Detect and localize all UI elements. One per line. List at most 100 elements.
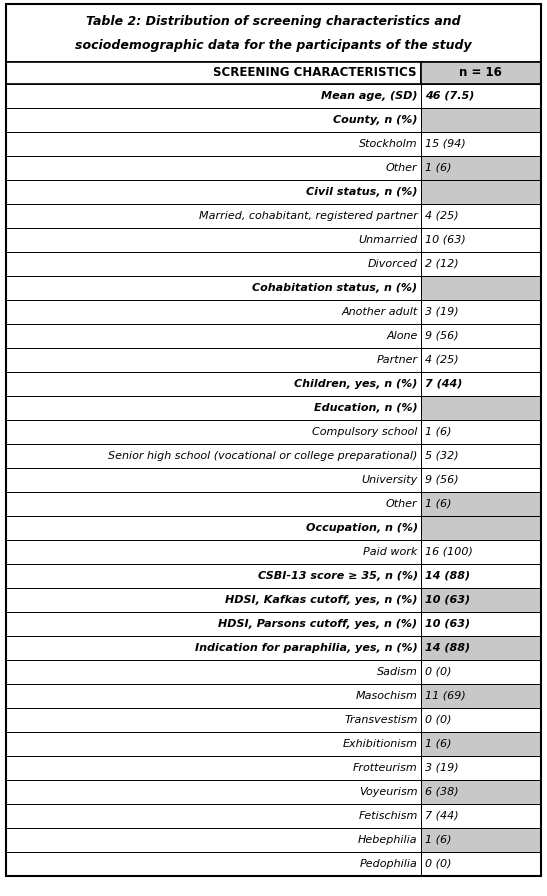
Bar: [421, 516, 541, 540]
Bar: [421, 84, 541, 108]
Bar: [6, 732, 421, 756]
Text: sociodemographic data for the participants of the study: sociodemographic data for the participan…: [75, 39, 472, 52]
Bar: [421, 62, 541, 84]
Text: HDSI, Kafkas cutoff, yes, n (%): HDSI, Kafkas cutoff, yes, n (%): [225, 595, 417, 605]
Text: University: University: [362, 475, 417, 485]
Bar: [421, 732, 541, 756]
Bar: [421, 564, 541, 588]
Bar: [421, 612, 541, 636]
Bar: [6, 780, 421, 804]
Text: Education, n (%): Education, n (%): [314, 403, 417, 413]
Text: Divorced: Divorced: [368, 259, 417, 269]
Bar: [421, 492, 541, 516]
Bar: [421, 684, 541, 708]
Text: 9 (56): 9 (56): [424, 475, 458, 485]
Bar: [421, 804, 541, 828]
Bar: [6, 612, 421, 636]
Text: Occupation, n (%): Occupation, n (%): [306, 523, 417, 533]
Bar: [421, 300, 541, 324]
Text: Sadism: Sadism: [377, 667, 417, 677]
Bar: [6, 684, 421, 708]
Text: 7 (44): 7 (44): [424, 811, 458, 821]
Text: 9 (56): 9 (56): [424, 331, 458, 341]
Text: Stockholm: Stockholm: [359, 139, 417, 149]
Text: 10 (63): 10 (63): [424, 235, 465, 245]
Bar: [6, 444, 421, 468]
Bar: [421, 780, 541, 804]
Bar: [421, 708, 541, 732]
Bar: [6, 756, 421, 780]
Bar: [421, 180, 541, 204]
Text: Civil status, n (%): Civil status, n (%): [306, 187, 417, 197]
Bar: [6, 396, 421, 420]
Bar: [421, 852, 541, 876]
Text: Frotteurism: Frotteurism: [353, 763, 417, 773]
Text: 0 (0): 0 (0): [424, 667, 451, 677]
Text: 46 (7.5): 46 (7.5): [424, 91, 474, 101]
Bar: [421, 540, 541, 564]
Text: HDSI, Parsons cutoff, yes, n (%): HDSI, Parsons cutoff, yes, n (%): [218, 619, 417, 629]
Text: 3 (19): 3 (19): [424, 763, 458, 773]
Text: 1 (6): 1 (6): [424, 499, 451, 509]
Text: Exhibitionism: Exhibitionism: [342, 739, 417, 749]
Text: Transvestism: Transvestism: [344, 715, 417, 725]
Text: 10 (63): 10 (63): [424, 595, 470, 605]
Text: Indication for paraphilia, yes, n (%): Indication for paraphilia, yes, n (%): [195, 643, 417, 653]
Text: 0 (0): 0 (0): [424, 715, 451, 725]
Bar: [6, 84, 421, 108]
Text: Children, yes, n (%): Children, yes, n (%): [294, 379, 417, 389]
Text: 3 (19): 3 (19): [424, 307, 458, 317]
Bar: [421, 132, 541, 156]
Bar: [6, 108, 421, 132]
Bar: [6, 156, 421, 180]
Text: Cohabitation status, n (%): Cohabitation status, n (%): [253, 283, 417, 293]
Text: 5 (32): 5 (32): [424, 451, 458, 461]
Bar: [6, 4, 541, 62]
Text: Unmarried: Unmarried: [358, 235, 417, 245]
Bar: [421, 252, 541, 276]
Text: 4 (25): 4 (25): [424, 211, 458, 221]
Bar: [6, 516, 421, 540]
Bar: [6, 132, 421, 156]
Text: 1 (6): 1 (6): [424, 163, 451, 173]
Text: 6 (38): 6 (38): [424, 787, 458, 797]
Text: Other: Other: [386, 163, 417, 173]
Text: Another adult: Another adult: [341, 307, 417, 317]
Text: CSBI-13 score ≥ 35, n (%): CSBI-13 score ≥ 35, n (%): [258, 571, 417, 581]
Bar: [421, 468, 541, 492]
Bar: [6, 468, 421, 492]
Bar: [421, 828, 541, 852]
Bar: [6, 204, 421, 228]
Bar: [421, 444, 541, 468]
Text: Masochism: Masochism: [356, 691, 417, 701]
Bar: [6, 708, 421, 732]
Text: 1 (6): 1 (6): [424, 835, 451, 845]
Bar: [6, 252, 421, 276]
Bar: [6, 300, 421, 324]
Text: Other: Other: [386, 499, 417, 509]
Text: Partner: Partner: [376, 355, 417, 365]
Bar: [421, 420, 541, 444]
Bar: [6, 804, 421, 828]
Text: 4 (25): 4 (25): [424, 355, 458, 365]
Text: 15 (94): 15 (94): [424, 139, 465, 149]
Text: Mean age, (SD): Mean age, (SD): [321, 91, 417, 101]
Bar: [421, 276, 541, 300]
Text: 11 (69): 11 (69): [424, 691, 465, 701]
Bar: [421, 660, 541, 684]
Text: Pedophilia: Pedophilia: [360, 859, 417, 869]
Bar: [6, 540, 421, 564]
Text: 14 (88): 14 (88): [424, 643, 470, 653]
Bar: [6, 228, 421, 252]
Bar: [6, 180, 421, 204]
Bar: [421, 756, 541, 780]
Bar: [6, 660, 421, 684]
Bar: [421, 156, 541, 180]
Text: Fetischism: Fetischism: [358, 811, 417, 821]
Bar: [6, 564, 421, 588]
Bar: [6, 588, 421, 612]
Text: Compulsory school: Compulsory school: [312, 427, 417, 437]
Bar: [6, 636, 421, 660]
Text: Senior high school (vocational or college preparational): Senior high school (vocational or colleg…: [108, 451, 417, 461]
Text: Hebephilia: Hebephilia: [358, 835, 417, 845]
